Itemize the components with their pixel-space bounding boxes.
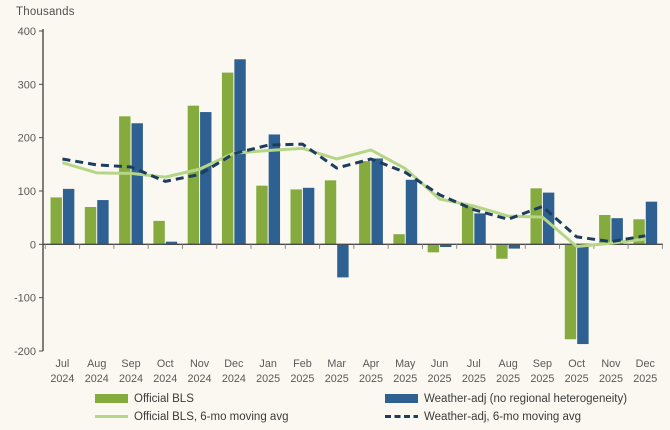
x-axis-label-month: Mar: [327, 358, 346, 370]
official-bls-bar: [564, 244, 577, 340]
weather-adj-bar: [165, 241, 178, 245]
legend-label-official-bls-avg: Official BLS, 6-mo moving avg: [134, 410, 289, 423]
x-axis-label-year: 2025: [599, 373, 623, 385]
weather-adj-bar: [645, 201, 658, 245]
x-axis-label-month: Jul: [56, 358, 70, 370]
x-axis-label-month: Dec: [224, 358, 244, 370]
x-axis-label-month: Oct: [568, 358, 585, 370]
weather-adj-bar: [577, 244, 589, 345]
official-bls-bar: [599, 215, 611, 245]
official-bls-bar: [427, 244, 440, 253]
y-tick-label: -100: [14, 293, 36, 305]
y-axis-title: Thousands: [16, 6, 75, 18]
official-bls-swatch-icon: [95, 394, 128, 403]
official-bls-bar: [496, 244, 508, 259]
y-tick-label: 0: [30, 239, 36, 251]
weather-adj-bar: [371, 158, 383, 245]
x-axis-label-year: 2024: [188, 373, 212, 385]
x-axis-label-year: 2024: [50, 373, 74, 385]
y-tick-label: 300: [18, 79, 36, 91]
x-axis-label-year: 2025: [633, 373, 657, 385]
x-axis-label-month: Nov: [190, 358, 210, 370]
y-tick-label: 200: [18, 133, 36, 145]
weather-adj-bar: [440, 244, 452, 247]
weather-adj-bar: [508, 244, 521, 249]
x-axis-label-month: Nov: [601, 358, 621, 370]
x-axis-label-year: 2025: [428, 373, 452, 385]
x-axis-label-year: 2025: [530, 373, 554, 385]
y-tick-label: 100: [18, 186, 36, 198]
x-axis-label-month: Jul: [467, 358, 481, 370]
legend-label-official-bls: Official BLS: [134, 392, 194, 405]
legend-item-weather-adj-avg: Weather-adj, 6-mo moving avg: [385, 410, 627, 423]
x-axis-label-month: Apr: [363, 358, 380, 370]
official-bls-avg-line-icon: [95, 415, 128, 418]
x-axis-label-month: Jan: [259, 358, 276, 370]
x-axis-label-year: 2025: [565, 373, 589, 385]
official-bls-bar: [119, 116, 131, 245]
x-axis-label-year: 2025: [290, 373, 314, 385]
legend-label-weather-adj-avg: Weather-adj, 6-mo moving avg: [424, 410, 582, 423]
y-tick-label: -200: [14, 346, 36, 358]
official-bls-bar: [633, 219, 645, 245]
weather-adj-avg-line-icon: [385, 415, 418, 418]
weather-adj-bar: [97, 200, 109, 245]
official-bls-bar: [50, 197, 62, 245]
weather-adj-bar: [474, 213, 486, 245]
x-axis-label-year: 2024: [119, 373, 143, 385]
official-bls-bar: [153, 220, 165, 245]
legend-label-weather-adj: Weather-adj (no regional heterogeneity): [424, 392, 628, 405]
x-axis-label-month: Dec: [636, 358, 656, 370]
weather-adj-swatch-icon: [385, 394, 418, 403]
legend-item-weather-adj: Weather-adj (no regional heterogeneity): [385, 392, 627, 405]
x-axis-label-year: 2025: [496, 373, 520, 385]
weather-adj-bar: [405, 179, 418, 245]
x-axis-label-year: 2025: [462, 373, 486, 385]
weather-adj-bar: [200, 112, 212, 245]
weather-adj-bar: [611, 218, 623, 245]
legend-item-official-bls-avg: Official BLS, 6-mo moving avg: [95, 410, 288, 423]
official-bls-bar: [393, 234, 405, 245]
x-axis-label-month: Sep: [533, 358, 552, 370]
x-axis-label-month: Jun: [431, 358, 448, 370]
official-bls-bar: [324, 180, 337, 245]
y-tick-label: 400: [18, 26, 36, 38]
weather-adj-bar: [268, 134, 281, 245]
x-axis-label-year: 2024: [85, 373, 109, 385]
x-axis-label-month: Feb: [293, 358, 312, 370]
official-bls-bar: [256, 185, 268, 245]
official-bls-moving-avg-line: [62, 146, 646, 248]
official-bls-bar: [359, 161, 371, 245]
x-axis-label-year: 2025: [325, 373, 349, 385]
official-bls-bar: [461, 205, 474, 245]
legend-item-official-bls: Official BLS: [95, 392, 288, 405]
x-axis-label-month: Sep: [121, 358, 140, 370]
x-axis-label-year: 2025: [256, 373, 280, 385]
x-axis-label-month: May: [395, 358, 416, 370]
official-bls-bar: [84, 207, 97, 245]
legend-column-right: Weather-adj (no regional heterogeneity) …: [385, 392, 627, 423]
x-axis-label-year: 2024: [153, 373, 177, 385]
weather-adj-bar: [131, 123, 143, 245]
weather-adj-bar: [542, 192, 555, 245]
x-axis-label-year: 2024: [222, 373, 246, 385]
x-axis-label-month: Aug: [499, 358, 518, 370]
official-bls-bar: [290, 189, 302, 245]
x-axis-label-year: 2025: [359, 373, 383, 385]
weather-adj-bar: [302, 187, 315, 245]
weather-adj-bar: [337, 244, 349, 278]
x-axis-label-month: Aug: [87, 358, 106, 370]
x-axis-label-month: Oct: [157, 358, 174, 370]
x-axis-label-year: 2025: [393, 373, 417, 385]
legend-column-left: Official BLS Official BLS, 6-mo moving a…: [95, 392, 288, 423]
weather-adj-bar: [62, 188, 75, 245]
weather-adj-moving-avg-line: [62, 142, 646, 244]
